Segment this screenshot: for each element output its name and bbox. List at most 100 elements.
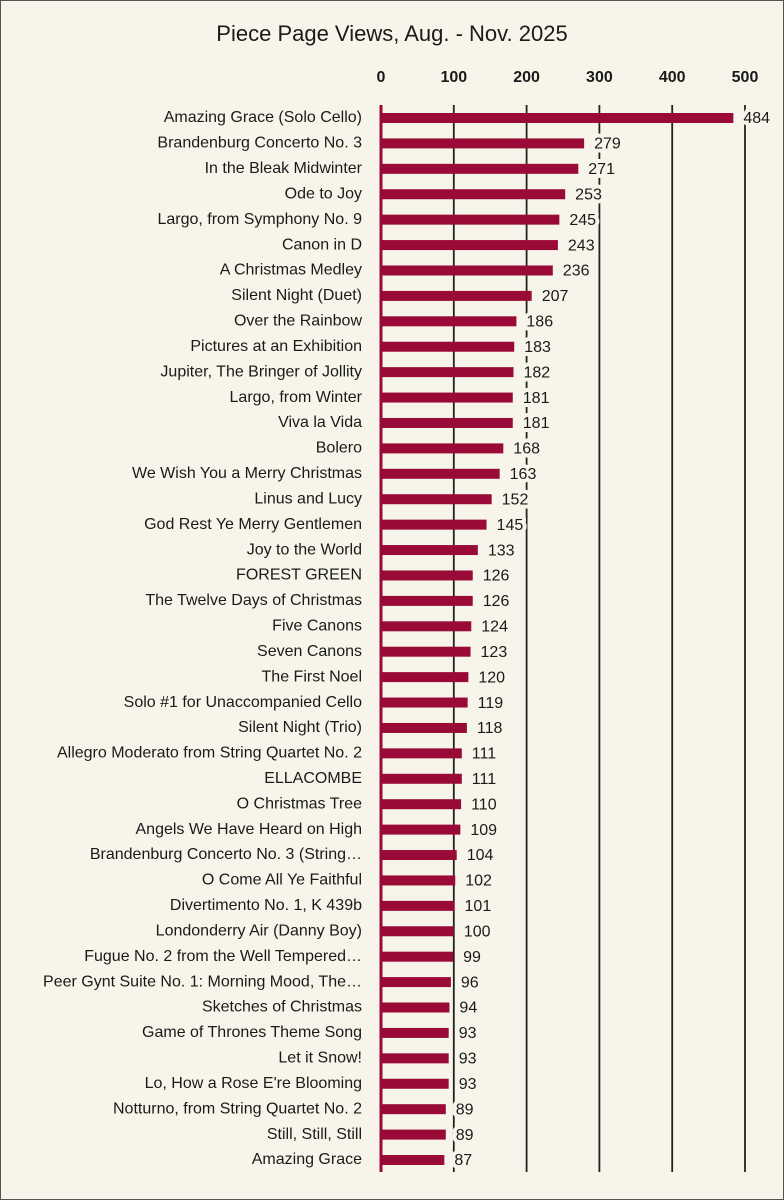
bar [381, 519, 487, 530]
bar [381, 672, 469, 683]
y-tick-label: Viva la Vida [278, 414, 362, 431]
y-tick-label: Over the Rainbow [234, 313, 363, 330]
y-tick-label: Ode to Joy [285, 185, 362, 202]
bar [381, 773, 462, 784]
value-label: 253 [575, 186, 602, 203]
y-tick-label: A Christmas Medley [220, 262, 362, 279]
y-tick-label: The First Noel [262, 668, 362, 685]
bar [381, 722, 467, 733]
y-tick-label: Lo, How a Rose E're Blooming [145, 1075, 362, 1092]
value-label: 186 [526, 314, 553, 331]
y-tick-label: Londonderry Air (Danny Boy) [156, 922, 362, 939]
y-tick-label: Amazing Grace (Solo Cello) [164, 109, 362, 126]
bar [381, 748, 462, 759]
bar [381, 926, 454, 937]
bar [381, 290, 532, 301]
y-tick-label: Largo, from Symphony No. 9 [157, 211, 362, 228]
bar [381, 875, 456, 886]
bar [381, 850, 457, 861]
bar [381, 341, 515, 352]
bar [381, 316, 517, 327]
value-label: 145 [497, 517, 524, 534]
bar [381, 621, 472, 632]
value-label: 87 [454, 1152, 472, 1169]
bar [381, 570, 473, 581]
value-label: 126 [483, 568, 510, 585]
x-tick-label: 300 [586, 69, 613, 86]
bar [381, 392, 513, 403]
y-tick-label: Peer Gynt Suite No. 1: Morning Mood, The… [43, 973, 362, 990]
value-label: 124 [481, 619, 508, 636]
value-label: 94 [459, 1000, 477, 1017]
marks: Amazing Grace (Solo Cello) Brandenburg Co… [43, 109, 734, 1168]
grid: 0 100 200 300 400 500 [377, 69, 759, 1172]
value-label: 182 [523, 364, 550, 381]
value-label: 123 [481, 644, 508, 661]
value-label: 243 [568, 237, 595, 254]
bar [381, 646, 471, 657]
bar [381, 214, 560, 225]
y-tick-label: God Rest Ye Merry Gentlemen [144, 516, 362, 533]
value-label: 207 [542, 288, 569, 305]
value-label: 126 [483, 593, 510, 610]
value-label: 104 [467, 847, 494, 864]
value-label: 271 [588, 161, 615, 178]
y-tick-label: O Come All Ye Faithful [202, 872, 362, 889]
y-tick-label: Linus and Lucy [254, 490, 362, 507]
y-tick-label: Sketches of Christmas [202, 999, 362, 1016]
value-label: 245 [569, 212, 596, 229]
bar [381, 240, 558, 251]
y-tick-label: Solo #1 for Unaccompanied Cello [124, 694, 362, 711]
value-label: 89 [456, 1127, 474, 1144]
bar [381, 545, 478, 556]
y-tick-label: Joy to the World [247, 541, 362, 558]
x-tick-label: 200 [513, 69, 540, 86]
value-label: 96 [461, 974, 479, 991]
y-tick-label: We Wish You a Merry Christmas [132, 465, 362, 482]
y-tick-label: Allegro Moderato from String Quartet No.… [57, 745, 362, 762]
bar [381, 443, 504, 454]
value-label: 110 [471, 796, 497, 813]
value-label: 120 [478, 669, 505, 686]
bar [381, 951, 454, 962]
y-tick-label: Largo, from Winter [230, 389, 363, 406]
bar [381, 824, 461, 835]
bar [381, 697, 468, 708]
value-label: 133 [488, 542, 515, 559]
y-tick-label: The Twelve Days of Christmas [145, 592, 362, 609]
bar [381, 417, 513, 428]
bar [381, 494, 492, 505]
value-label: 181 [523, 390, 550, 407]
value-label: 118 [477, 720, 503, 737]
y-tick-label: Let it Snow! [278, 1050, 362, 1067]
value-label: 109 [470, 822, 497, 839]
y-tick-label: Silent Night (Trio) [238, 719, 362, 736]
bar [381, 468, 500, 479]
bar [381, 163, 579, 174]
y-tick-label: Brandenburg Concerto No. 3 (String… [90, 846, 362, 863]
y-tick-label: Seven Canons [257, 643, 362, 660]
y-tick-label: Still, Still, Still [267, 1126, 362, 1143]
y-tick-label: Angels We Have Heard on High [136, 821, 363, 838]
value-label: 236 [563, 263, 590, 280]
value-label: 111 [472, 746, 496, 763]
bar [381, 1002, 450, 1013]
y-tick-label: Game of Thrones Theme Song [142, 1024, 362, 1041]
y-tick-label: Fugue No. 2 from the Well Tempered… [84, 948, 362, 965]
y-tick-label: Notturno, from String Quartet No. 2 [113, 1100, 362, 1117]
value-label: 119 [478, 695, 504, 712]
bar [381, 265, 553, 276]
bar [381, 595, 473, 606]
bar [381, 1027, 449, 1038]
y-tick-label: ELLACOMBE [264, 770, 362, 787]
bar [381, 900, 455, 911]
x-tick-label: 500 [732, 69, 759, 86]
bar [381, 1104, 446, 1115]
chart-title: Piece Page Views, Aug. - Nov. 2025 [216, 21, 567, 46]
value-labels: 484 279 271 253 245 243 236 207 186 183 182 181 181 1… [450, 106, 774, 1173]
value-label: 163 [510, 466, 537, 483]
value-label: 93 [459, 1051, 477, 1068]
bar [381, 1155, 445, 1165]
bar [381, 1078, 449, 1089]
